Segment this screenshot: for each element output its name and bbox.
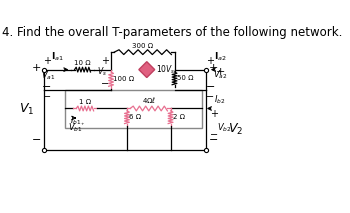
Text: +: +: [145, 66, 150, 72]
Text: +: +: [43, 56, 51, 66]
Text: −: −: [100, 79, 109, 89]
Text: $V_{b1}$: $V_{b1}$: [68, 122, 83, 134]
Text: $V_2$: $V_2$: [229, 122, 244, 137]
Text: $4\Omega\ell$: $4\Omega\ell$: [142, 95, 156, 105]
Text: $\mathbf{I}_{a1}$: $\mathbf{I}_{a1}$: [51, 51, 64, 63]
Text: 50 Ω: 50 Ω: [177, 75, 194, 81]
Text: $V_{a2}$: $V_{a2}$: [213, 69, 227, 81]
Text: 2 Ω: 2 Ω: [173, 114, 185, 120]
Text: −: −: [210, 130, 218, 140]
Text: 6 Ω: 6 Ω: [129, 114, 141, 120]
Text: 4. Find the overall T-parameters of the following network.: 4. Find the overall T-parameters of the …: [2, 26, 343, 39]
Text: −: −: [42, 82, 51, 92]
Text: +: +: [210, 109, 218, 119]
Text: $V_{b2}$: $V_{b2}$: [217, 121, 231, 134]
Text: −: −: [43, 92, 51, 102]
Text: +: +: [101, 56, 109, 66]
Text: +: +: [209, 63, 218, 73]
Text: −: −: [32, 135, 41, 145]
Text: 10 Ω: 10 Ω: [74, 60, 91, 66]
Text: $I_{b1_+}$: $I_{b1_+}$: [70, 115, 86, 128]
Text: $10V_s$: $10V_s$: [156, 63, 176, 76]
Text: 100 Ω: 100 Ω: [113, 76, 135, 82]
Text: $\mathbf{I}_{a2}$: $\mathbf{I}_{a2}$: [214, 51, 227, 63]
Text: +: +: [216, 67, 225, 77]
Text: $V_1$: $V_1$: [19, 102, 34, 117]
Text: −: −: [209, 135, 218, 145]
Text: +: +: [206, 56, 214, 66]
Text: $I_{b2}$: $I_{b2}$: [214, 94, 225, 106]
Text: −: −: [206, 92, 214, 102]
Text: −: −: [205, 82, 215, 92]
Text: +: +: [32, 63, 41, 73]
Text: $V_{a1}$: $V_{a1}$: [41, 70, 56, 82]
Polygon shape: [139, 62, 155, 78]
Text: 300 Ω: 300 Ω: [132, 43, 153, 49]
Text: $V_s$: $V_s$: [97, 66, 107, 78]
Text: 1 Ω: 1 Ω: [79, 99, 91, 105]
